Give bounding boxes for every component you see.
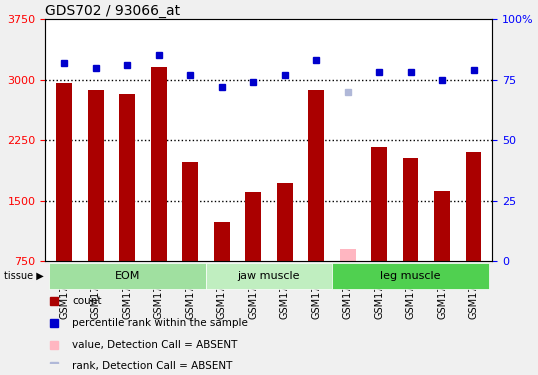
Bar bbox=[403, 158, 419, 261]
Bar bbox=[277, 183, 293, 261]
Bar bbox=[56, 83, 72, 261]
Bar bbox=[308, 90, 324, 261]
Bar bbox=[182, 162, 198, 261]
FancyBboxPatch shape bbox=[206, 262, 332, 289]
Text: rank, Detection Call = ABSENT: rank, Detection Call = ABSENT bbox=[72, 362, 232, 371]
Bar bbox=[151, 67, 167, 261]
Bar bbox=[434, 191, 450, 261]
Text: value, Detection Call = ABSENT: value, Detection Call = ABSENT bbox=[72, 340, 238, 350]
FancyBboxPatch shape bbox=[48, 262, 206, 289]
Bar bbox=[340, 249, 356, 261]
Text: tissue ▶: tissue ▶ bbox=[4, 271, 44, 280]
Text: count: count bbox=[72, 296, 102, 306]
Text: GDS702 / 93066_at: GDS702 / 93066_at bbox=[45, 4, 181, 18]
Text: jaw muscle: jaw muscle bbox=[238, 271, 300, 280]
Text: percentile rank within the sample: percentile rank within the sample bbox=[72, 318, 248, 328]
Bar bbox=[214, 222, 230, 261]
Text: leg muscle: leg muscle bbox=[380, 271, 441, 280]
Text: EOM: EOM bbox=[115, 271, 140, 280]
Bar bbox=[88, 90, 104, 261]
Bar bbox=[466, 152, 482, 261]
FancyBboxPatch shape bbox=[332, 262, 490, 289]
Bar bbox=[371, 147, 387, 261]
Bar bbox=[245, 192, 261, 261]
Bar bbox=[119, 94, 135, 261]
